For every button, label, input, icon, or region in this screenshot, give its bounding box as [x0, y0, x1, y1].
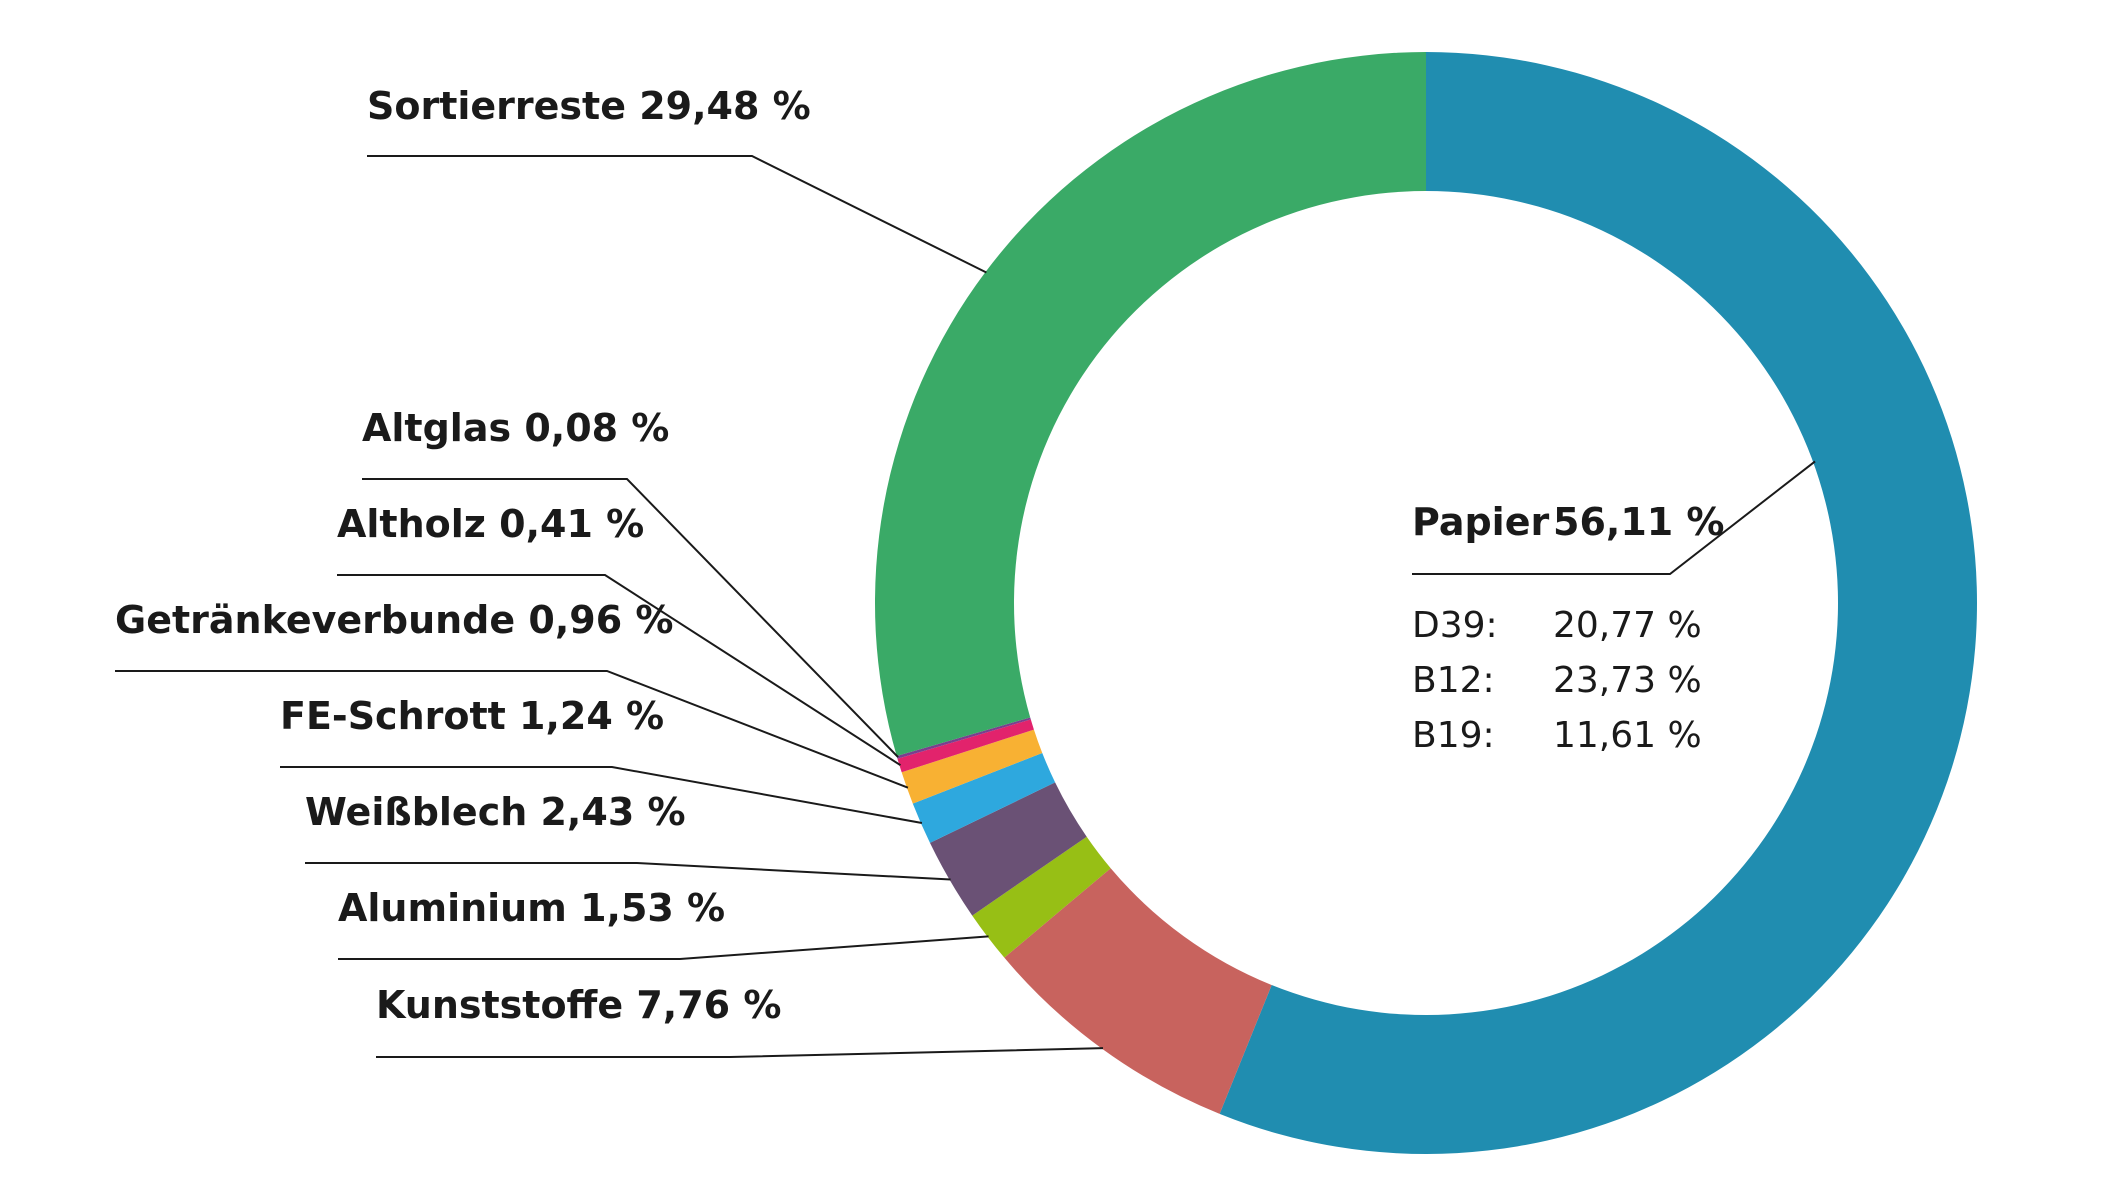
leader-altglas: [362, 478, 899, 758]
leader-getraenkeverbunde: [115, 670, 909, 789]
leader-altholz: [337, 574, 902, 767]
slice-aluminium: [972, 836, 1111, 958]
label-altholz: Altholz 0,41 %: [337, 502, 644, 546]
label-papier: Papier: [1412, 500, 1549, 544]
label-getraenkeverbunde: Getränkeverbunde 0,96 %: [115, 598, 673, 642]
slice-getraenkeverbunde: [901, 729, 1043, 804]
leader-aluminium: [338, 935, 989, 960]
breakdown-d39-value: 20,77 %: [1553, 605, 1702, 646]
donut-slices: [875, 52, 1978, 1155]
breakdown-b12-value: 23,73 %: [1553, 660, 1702, 701]
slice-kunststoffe: [1004, 868, 1272, 1114]
slice-weissblech: [929, 782, 1087, 916]
leader-kunststoffe: [376, 1047, 1104, 1058]
leader-papier: [1412, 460, 1816, 575]
slice-altholz: [897, 719, 1034, 773]
label-altglas: Altglas 0,08 %: [362, 406, 669, 450]
label-aluminium: Aluminium 1,53 %: [338, 886, 725, 930]
slice-altglas: [896, 717, 1031, 759]
label-fe-schrott: FE-Schrott 1,24 %: [280, 694, 664, 738]
breakdown-b12-name: B12:: [1412, 660, 1495, 701]
breakdown-b19-value: 11,61 %: [1553, 715, 1702, 756]
label-weissblech: Weißblech 2,43 %: [305, 790, 686, 834]
label-kunststoffe: Kunststoffe 7,76 %: [376, 983, 781, 1027]
leader-lines: [115, 155, 1816, 1058]
slice-labels: Papier 56,11 % Kunststoffe 7,76 % Aluminium…: [115, 84, 1725, 1027]
label-sortierreste: Sortierreste 29,48 %: [367, 84, 811, 128]
slice-sortierreste: [875, 52, 1426, 757]
breakdown-d39-name: D39:: [1412, 605, 1498, 646]
breakdown-b19-name: B19:: [1412, 715, 1495, 756]
leader-sortierreste: [367, 155, 987, 274]
value-label-papier: 56,11 %: [1553, 500, 1725, 544]
slice-papier: [1219, 52, 1978, 1155]
papier-breakdown: D39: 20,77 % B12: 23,73 % B19: 11,61 %: [1412, 605, 1702, 756]
leader-fe-schrott: [280, 766, 923, 825]
leader-weissblech: [305, 862, 951, 881]
slice-fe-schrott: [912, 752, 1056, 843]
